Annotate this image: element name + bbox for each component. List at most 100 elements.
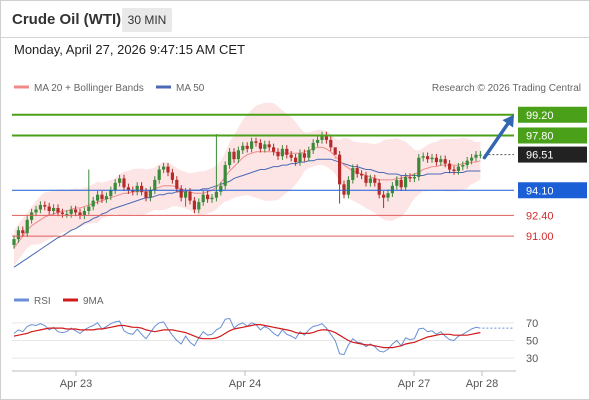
x-axis: Apr 23 Apr 24 Apr 27 Apr 28 (60, 371, 498, 390)
candlestick (395, 176, 399, 190)
chart-header: Crude Oil (WTI) 30 MIN (1, 1, 589, 37)
candlestick (236, 146, 240, 163)
candlestick (148, 186, 152, 202)
candlestick (232, 148, 236, 163)
candlestick (439, 155, 443, 166)
candlestick (289, 151, 293, 162)
candlestick (184, 188, 188, 207)
candlestick (21, 226, 25, 237)
candlestick (390, 182, 394, 197)
candlestick (456, 162, 460, 175)
candlestick (43, 201, 47, 211)
candlestick (333, 147, 337, 159)
candlestick (170, 168, 174, 184)
candlestick (461, 161, 465, 171)
price-level-99-20: 99.20 (12, 106, 587, 123)
candlestick (192, 196, 196, 214)
candlestick (228, 148, 232, 169)
candlestick (74, 205, 78, 217)
candlestick (210, 193, 214, 203)
candlestick (30, 208, 34, 224)
candlestick (153, 176, 157, 194)
candlestick (201, 191, 205, 206)
candlestick (355, 164, 359, 178)
candlestick (104, 192, 108, 203)
candlestick (223, 161, 227, 190)
candlestick (166, 162, 170, 177)
candlestick (443, 155, 447, 168)
timeframe-button[interactable]: 30 MIN (122, 8, 172, 32)
candlestick (338, 151, 342, 204)
candlestick (386, 189, 390, 202)
candlestick (320, 131, 324, 144)
instrument-title: Crude Oil (WTI) (12, 11, 122, 28)
candlestick (122, 174, 126, 191)
candlestick (135, 182, 139, 196)
x-tick-label: Apr 24 (229, 378, 261, 390)
candlestick (465, 156, 469, 169)
rsi-line (13, 317, 481, 356)
candlestick (140, 182, 144, 196)
candlestick (368, 174, 372, 187)
candlestick (329, 136, 333, 152)
legend-rsi-label: RSI (34, 296, 51, 307)
candlestick (87, 169, 91, 215)
forecast-arrow (482, 114, 514, 160)
price-level-91-00: 91.00 (12, 231, 554, 243)
candlestick (109, 186, 113, 200)
rsi-9ma-line (13, 324, 481, 349)
candlestick (421, 152, 425, 162)
candlestick (324, 131, 328, 144)
candlestick (478, 151, 482, 159)
candlestick (100, 191, 104, 203)
bollinger-band-area (14, 102, 481, 266)
candlestick (448, 159, 452, 174)
header-divider (1, 37, 589, 38)
candlestick (382, 191, 386, 209)
candlestick (294, 153, 298, 166)
candlestick (263, 140, 267, 153)
price-level-94-10: 94.10 (12, 182, 587, 199)
candlestick (412, 173, 416, 183)
rsi-tick-label: 50 (526, 336, 538, 348)
rsi-tick-label: 70 (526, 318, 538, 330)
x-tick-label: Apr 28 (466, 378, 498, 390)
candlestick (470, 153, 474, 165)
timestamp: Monday, April 27, 2026 9:47:15 AM CET (14, 42, 246, 57)
candlestick (272, 143, 276, 156)
candlestick (34, 205, 38, 217)
level-label: 94.10 (526, 185, 554, 197)
candlestick (316, 136, 320, 147)
candlestick (474, 151, 478, 162)
candlestick (267, 140, 271, 152)
watermark: Research © 2026 Trading Central (432, 83, 581, 94)
price-level-97-80: 97.80 (12, 127, 587, 144)
level-label: 91.00 (526, 231, 554, 243)
candlestick (426, 152, 430, 163)
legend-ma20-label: MA 20 + Bollinger Bands (34, 83, 144, 94)
candlestick (126, 183, 130, 194)
candlestick (452, 165, 456, 175)
candlestick (377, 179, 381, 199)
current-price-label: 96.51 (526, 150, 554, 162)
legend-9ma-label: 9MA (83, 296, 104, 307)
candlestick (38, 201, 42, 214)
candlestick (250, 137, 254, 153)
candlestick (417, 153, 421, 181)
price-level-96-51: 96.51 (484, 146, 587, 163)
candlestick (131, 186, 135, 196)
candlestick (179, 185, 183, 202)
candlestick (285, 145, 289, 159)
candlestick (254, 137, 258, 147)
candlestick (276, 148, 280, 160)
candlestick (219, 182, 223, 196)
candlestick (430, 153, 434, 163)
candlestick (78, 208, 82, 220)
rsi-tick-label: 30 (526, 353, 538, 365)
candlestick (245, 142, 249, 153)
candlestick (25, 216, 29, 237)
candlestick (52, 204, 56, 215)
candlestick (16, 226, 20, 243)
level-label: 97.80 (526, 130, 554, 142)
